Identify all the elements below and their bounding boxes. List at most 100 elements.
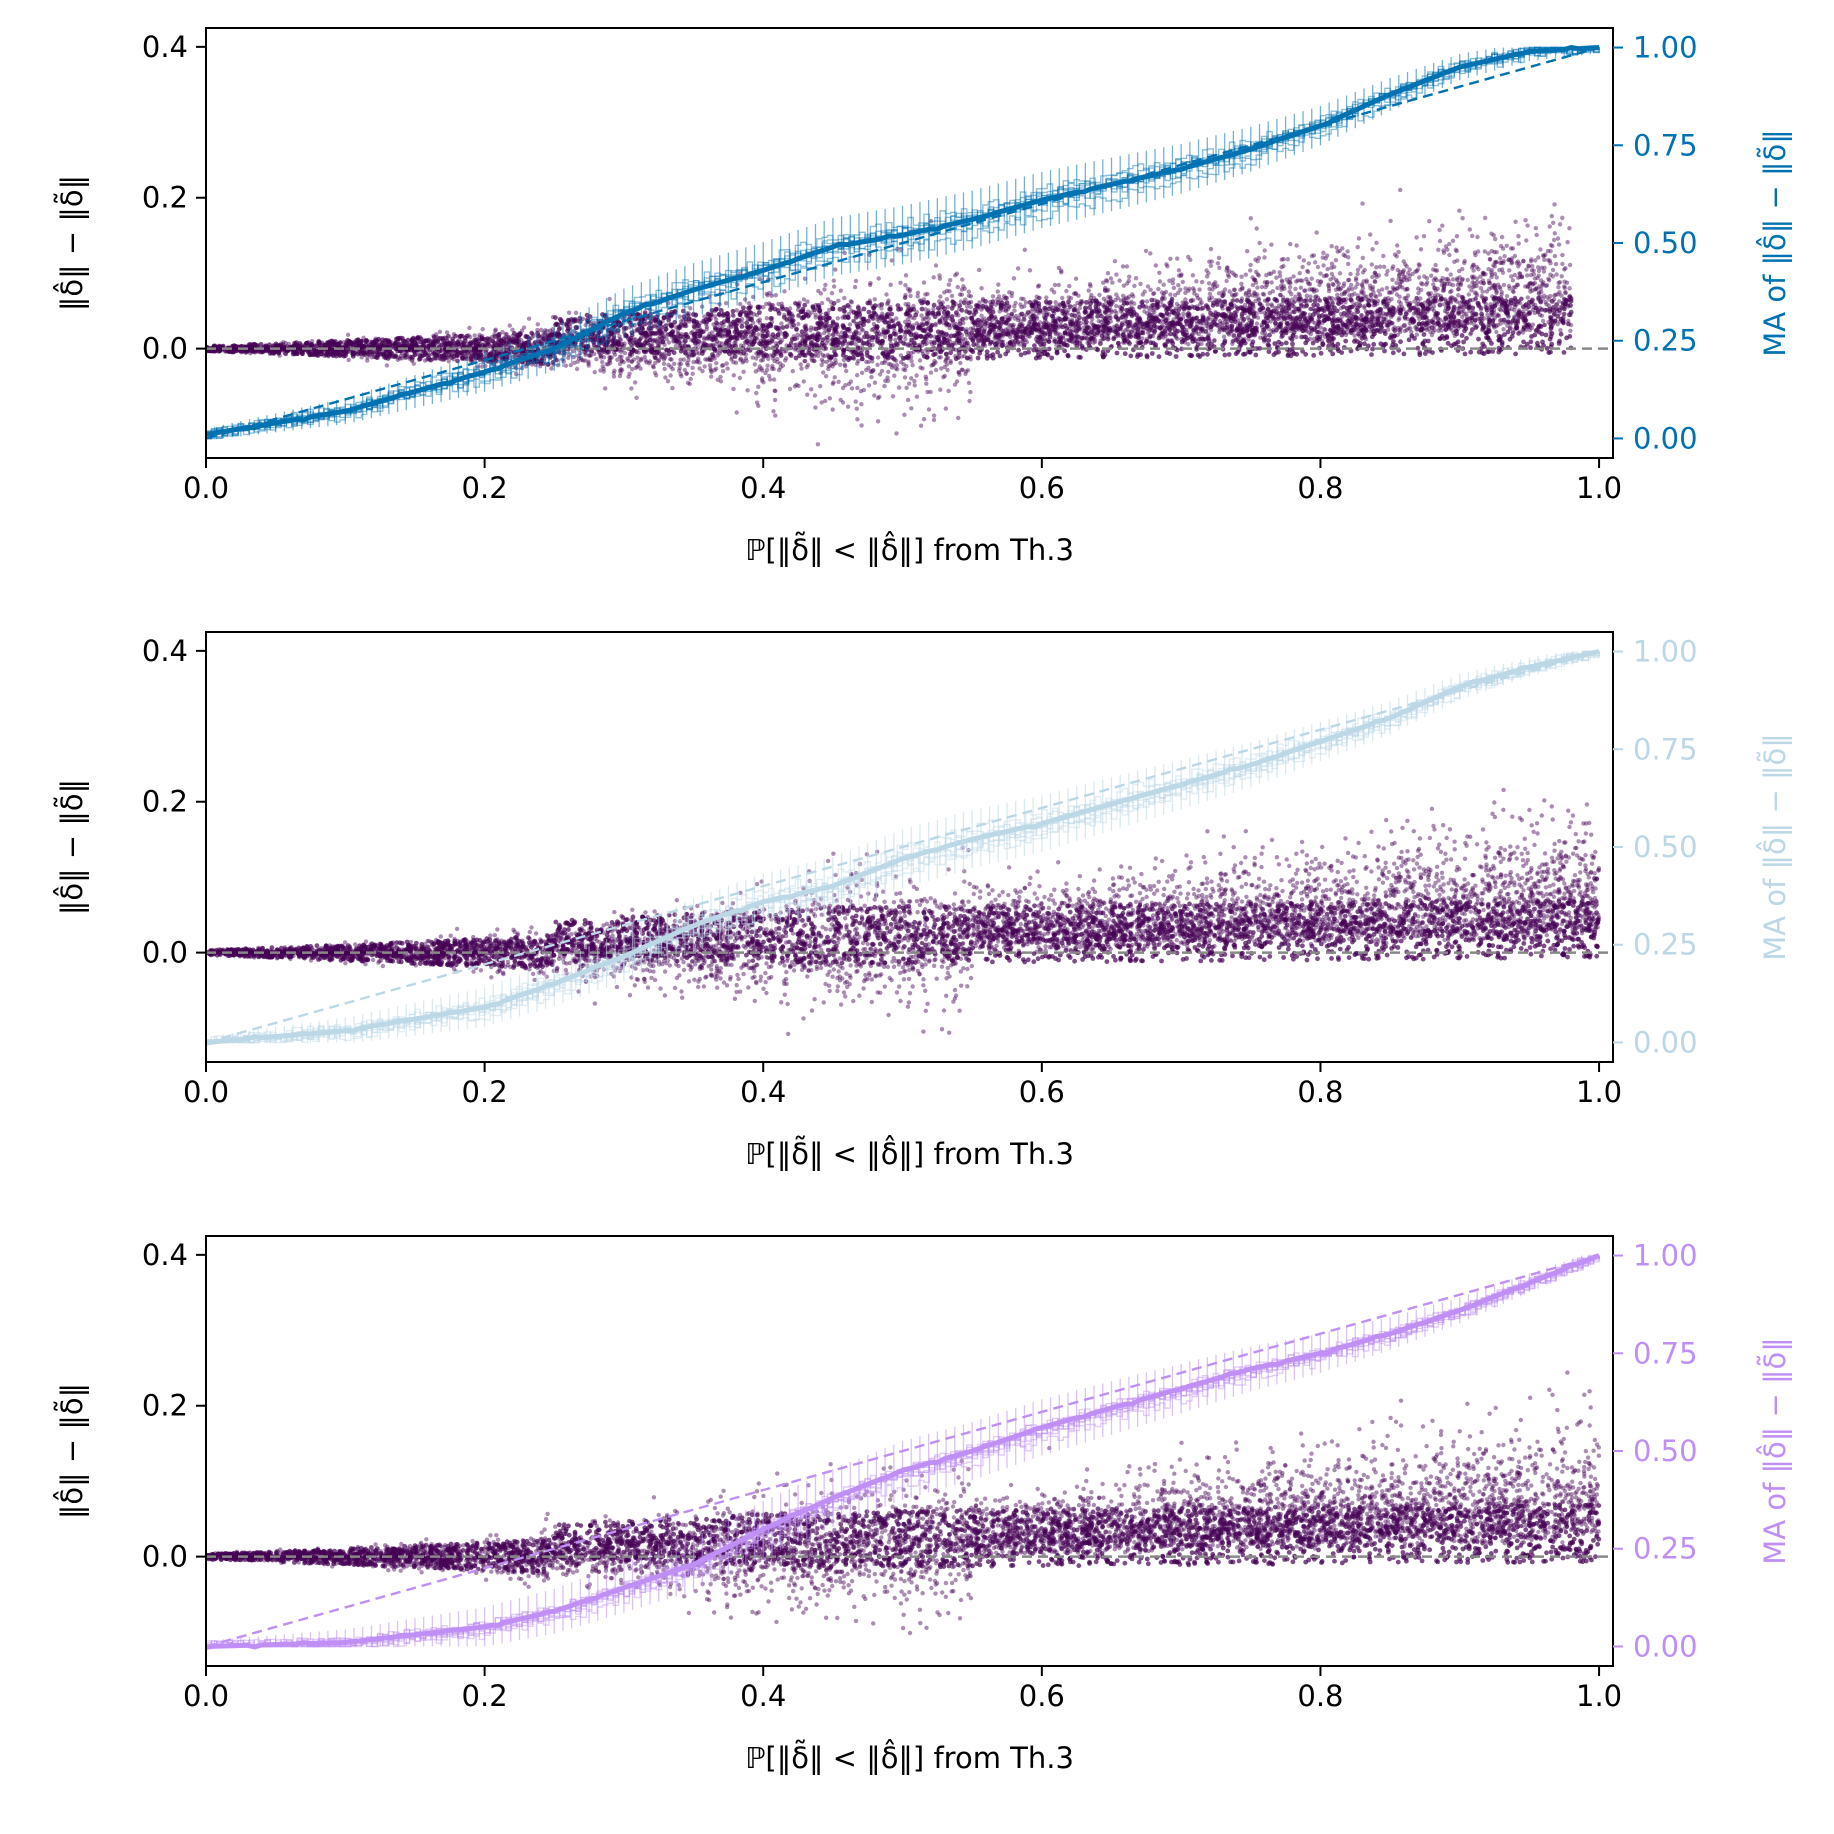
scatter-point <box>792 347 797 352</box>
scatter-point <box>725 366 730 371</box>
scatter-point <box>629 386 634 391</box>
scatter-point <box>609 355 614 360</box>
scatter-point <box>503 332 508 337</box>
scatter-point <box>345 332 351 337</box>
scatter-point <box>778 339 783 345</box>
scatter-point <box>1212 338 1217 343</box>
scatter-point <box>1392 252 1398 257</box>
scatter-point <box>830 381 835 386</box>
scatter-point <box>1194 293 1200 298</box>
scatter-point <box>1211 281 1217 287</box>
scatter-point <box>1148 333 1154 338</box>
scatter-point <box>1474 283 1479 289</box>
scatter-point <box>1441 250 1447 255</box>
scatter-point <box>734 308 739 313</box>
scatter-point <box>1443 244 1449 249</box>
scatter-point <box>653 324 659 329</box>
scatter-point <box>1388 290 1393 295</box>
scatter-point <box>825 323 830 328</box>
plot-area <box>206 45 1613 447</box>
scatter-point <box>908 293 913 299</box>
scatter-point <box>738 301 743 307</box>
scatter-point <box>1252 291 1258 296</box>
scatter-point <box>1510 278 1516 283</box>
scatter-point <box>1325 266 1330 272</box>
scatter-point <box>1005 326 1011 331</box>
scatter-point <box>1117 278 1122 283</box>
scatter-point <box>1207 286 1212 292</box>
scatter-point <box>1525 273 1530 278</box>
scatter-point <box>1108 276 1114 281</box>
scatter-point <box>948 359 953 364</box>
scatter-point <box>1140 292 1146 297</box>
scatter-point <box>931 275 936 280</box>
scatter-point <box>852 284 858 290</box>
scatter-point <box>905 397 911 403</box>
scatter-point <box>903 336 908 342</box>
scatter-point <box>1255 292 1260 297</box>
scatter-point <box>656 358 661 363</box>
scatter-point <box>1550 267 1556 273</box>
scatter-point <box>1369 262 1375 267</box>
scatter-point <box>996 332 1002 338</box>
scatter-point <box>859 423 864 428</box>
scatter-point <box>1541 269 1547 274</box>
scatter-point <box>603 386 608 391</box>
scatter-point <box>1161 282 1166 287</box>
scatter-point <box>621 359 626 365</box>
scatter-point <box>1026 322 1032 327</box>
scatter-point <box>1471 274 1477 279</box>
scatter-point <box>1551 220 1556 225</box>
scatter-point <box>942 373 947 379</box>
scatter-point <box>1151 291 1156 296</box>
scatter-point <box>1512 253 1518 259</box>
scatter-point <box>1407 267 1412 272</box>
scatter-point <box>1450 328 1455 333</box>
scatter-point <box>821 370 826 375</box>
scatter-point <box>1414 235 1419 240</box>
scatter-point <box>1386 323 1391 328</box>
scatter-point <box>1515 282 1521 288</box>
scatter-point <box>1068 329 1073 334</box>
scatter-point <box>1549 213 1555 219</box>
scatter-point <box>1125 327 1130 332</box>
scatter-point <box>1257 240 1262 246</box>
scatter-point <box>756 332 761 337</box>
scatter-point <box>1007 290 1012 295</box>
scatter-point <box>756 384 761 389</box>
scatter-point <box>1444 281 1450 287</box>
scatter-point <box>1556 280 1561 286</box>
scatter-point <box>1536 273 1541 278</box>
scatter-point <box>1315 264 1321 270</box>
scatter-point <box>1125 296 1130 301</box>
scatter-point <box>1406 271 1411 276</box>
scatter-point <box>1387 298 1392 304</box>
scatter-point <box>764 316 769 321</box>
scatter-point <box>1345 249 1350 254</box>
scatter-point <box>1539 313 1545 318</box>
scatter-point <box>1550 274 1556 279</box>
scatter-point <box>1511 285 1516 290</box>
scatter-point <box>1502 254 1507 259</box>
scatter-point <box>801 379 806 384</box>
scatter-point <box>897 385 902 390</box>
scatter-point <box>1537 290 1542 295</box>
scatter-point <box>1562 284 1567 289</box>
scatter-point <box>798 362 803 367</box>
scatter-point <box>819 362 824 368</box>
scatter-point <box>1555 236 1561 241</box>
scatter-point <box>1158 299 1164 304</box>
scatter-point <box>831 380 836 385</box>
scatter-point <box>745 388 750 393</box>
scatter-point <box>1034 316 1040 321</box>
scatter-point <box>1073 276 1079 281</box>
scatter-point <box>1414 295 1419 301</box>
scatter-point <box>938 387 943 392</box>
scatter-point <box>1217 327 1222 332</box>
scatter-point <box>1373 293 1378 299</box>
scatter-point <box>968 389 973 395</box>
scatter-point <box>709 369 714 375</box>
scatter-point <box>717 340 722 346</box>
scatter-point <box>1294 243 1299 248</box>
scatter-point <box>1161 291 1167 296</box>
